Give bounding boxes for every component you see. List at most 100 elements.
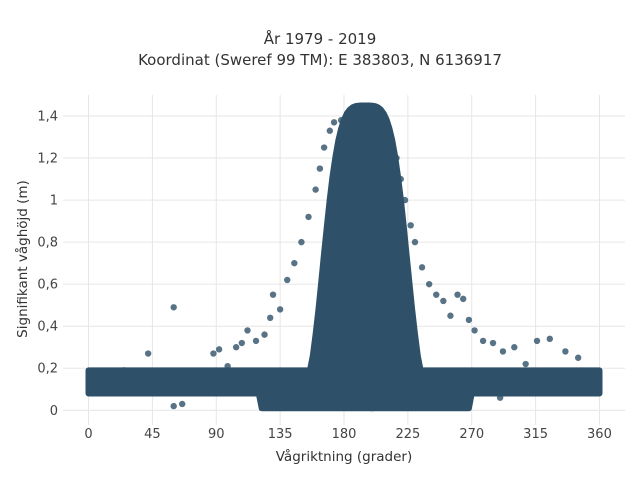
y-tick-label: 1 (50, 194, 58, 209)
data-point (584, 386, 592, 393)
chart-title: År 1979 - 2019 (263, 30, 377, 48)
data-point (201, 386, 209, 393)
data-point (110, 371, 118, 378)
x-tick-label: 360 (587, 427, 612, 442)
y-tick-label: 0 (50, 404, 58, 419)
data-point (454, 291, 461, 298)
chart-subtitle: Koordinat (Sweref 99 TM): E 383803, N 61… (138, 51, 502, 69)
data-point (465, 316, 473, 324)
data-point (352, 110, 359, 118)
data-point (381, 119, 389, 126)
data-point (267, 314, 274, 322)
data-point (269, 291, 277, 298)
y-tick-labels: 0 0,2 0,4 0,6 0,8 1 1,2 1,4 (37, 110, 58, 419)
data-point (577, 377, 585, 385)
data-point (397, 175, 404, 183)
data-point (522, 360, 529, 368)
data-point (224, 362, 231, 370)
data-point (359, 108, 366, 116)
data-point (411, 238, 419, 246)
data-point (326, 402, 334, 410)
data-point (284, 276, 291, 284)
y-tick-label: 1,4 (37, 110, 58, 125)
data-point (471, 327, 478, 334)
data-point (364, 106, 372, 113)
x-tick-label: 45 (144, 427, 161, 442)
data-point (210, 350, 217, 357)
data-point (244, 327, 251, 334)
y-tick-label: 1,2 (37, 152, 58, 167)
data-point (144, 350, 152, 357)
data-points (102, 106, 600, 412)
x-axis-label: Vågriktning (grader) (276, 448, 413, 465)
data-point (298, 238, 305, 246)
data-point (479, 337, 487, 345)
data-point (316, 165, 324, 172)
data-point (170, 402, 177, 410)
data-point (440, 297, 447, 305)
data-point (393, 154, 400, 162)
data-point (261, 331, 268, 338)
data-point (215, 346, 223, 353)
data-point (533, 337, 541, 345)
data-point (401, 196, 409, 204)
data-point (326, 127, 334, 134)
data-point (191, 375, 199, 382)
x-tick-label: 90 (208, 427, 225, 442)
data-point (330, 119, 338, 126)
data-point (370, 108, 378, 116)
data-point (170, 304, 177, 311)
y-tick-label: 0,6 (37, 278, 58, 293)
y-tick-label: 0,4 (37, 320, 58, 335)
data-point (337, 117, 345, 124)
data-point (120, 367, 128, 374)
dense-scatter-cloud (85, 102, 603, 412)
data-point (387, 133, 395, 141)
data-point (433, 291, 440, 298)
x-tick-label: 0 (84, 427, 92, 442)
y-tick-label: 0,2 (37, 362, 58, 377)
data-point (447, 390, 454, 397)
data-point (179, 400, 186, 408)
data-point (291, 259, 298, 267)
data-point (376, 112, 383, 120)
data-point (460, 295, 467, 303)
data-point (407, 222, 414, 229)
data-point (132, 386, 139, 393)
data-point (499, 348, 507, 355)
x-tick-label: 270 (459, 427, 484, 442)
data-point (312, 186, 319, 193)
data-point (447, 312, 454, 319)
data-point (574, 354, 582, 361)
data-point (252, 337, 260, 345)
data-point (489, 339, 497, 347)
data-point (305, 213, 312, 221)
x-tick-label: 180 (332, 427, 357, 442)
data-point (232, 344, 240, 351)
data-point (238, 339, 246, 347)
data-point (593, 379, 600, 387)
x-tick-label: 225 (395, 427, 420, 442)
data-point (496, 394, 504, 401)
data-point (511, 344, 518, 351)
data-point (102, 381, 109, 389)
data-point (276, 306, 284, 313)
data-point (345, 112, 352, 120)
data-point (562, 348, 569, 355)
data-point (153, 371, 160, 378)
data-point (320, 144, 328, 151)
data-point (418, 264, 426, 271)
data-point (369, 404, 376, 412)
data-point (425, 280, 433, 288)
data-point (411, 398, 419, 406)
x-tick-label: 315 (523, 427, 548, 442)
point-cloud (85, 102, 603, 412)
data-point (284, 396, 291, 403)
y-tick-label: 0,8 (37, 236, 58, 251)
x-tick-label: 135 (268, 427, 293, 442)
data-point (546, 335, 553, 343)
y-axis-label: Signifikant våghöjd (m) (14, 180, 31, 338)
x-tick-labels: 0 45 90 135 180 225 270 315 360 (84, 427, 611, 442)
